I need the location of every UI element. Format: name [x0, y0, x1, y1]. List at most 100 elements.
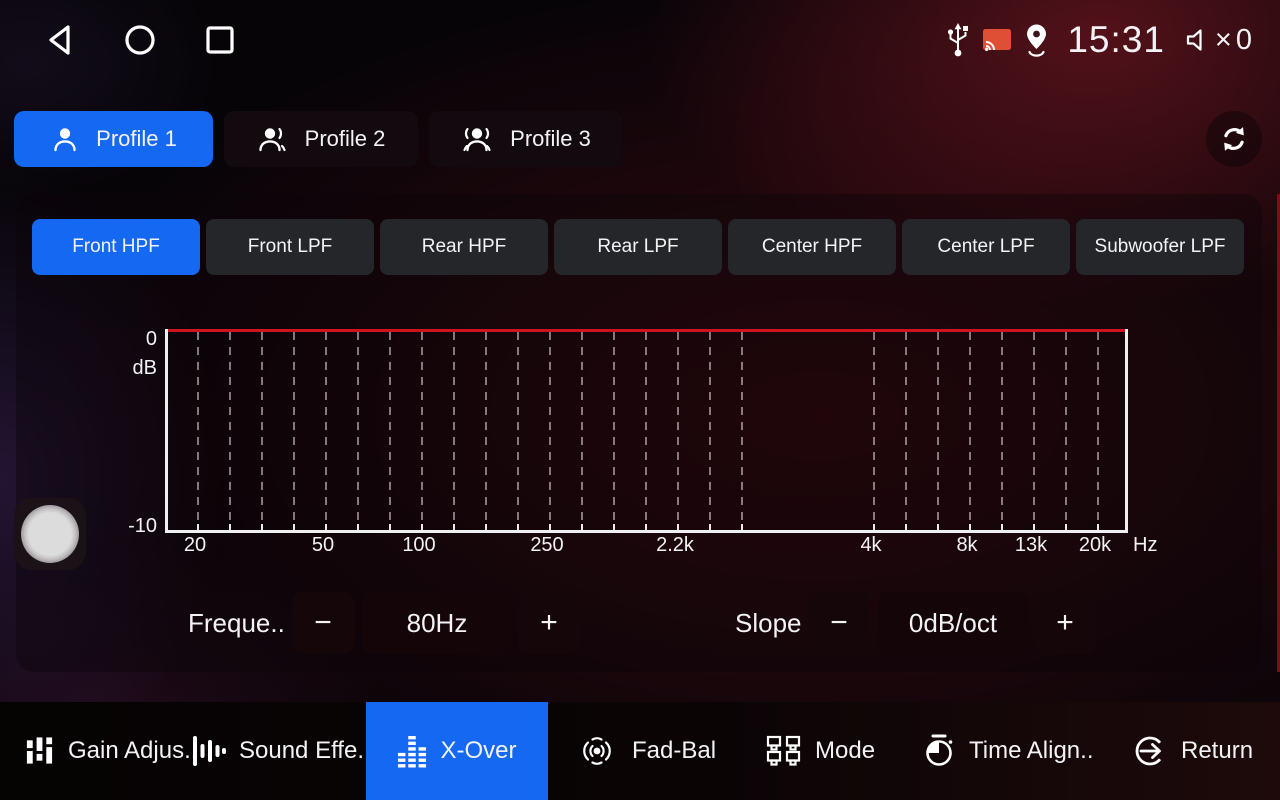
stopwatch-icon	[926, 734, 953, 766]
nav-gain-adjust[interactable]: Gain Adjus..	[24, 702, 197, 800]
volume-muted-indicator: × 0	[1184, 24, 1252, 57]
tab-rear-lpf[interactable]: Rear LPF	[554, 219, 722, 275]
slope-label: Slope	[735, 607, 802, 638]
volume-muted-icon	[1186, 29, 1202, 51]
x-tick-label: 100	[402, 534, 436, 556]
axis-tick	[937, 524, 939, 530]
user-icon	[54, 128, 76, 152]
axis-tick	[325, 524, 327, 530]
fader-balance-icon	[583, 737, 611, 765]
plot-area[interactable]	[165, 329, 1128, 533]
gridline	[293, 332, 295, 528]
tab-label: Rear LPF	[597, 236, 679, 257]
gridline	[969, 332, 971, 528]
axis-tick	[453, 524, 455, 530]
gridline	[873, 332, 875, 528]
axis-tick	[709, 524, 711, 530]
return-icon	[1135, 736, 1165, 766]
axis-tick	[357, 524, 359, 530]
x-tick-label: 250	[530, 534, 564, 556]
gridline	[485, 332, 487, 528]
nav-mode[interactable]: Mode	[766, 702, 875, 800]
home-icon[interactable]	[100, 23, 180, 57]
tab-subwoofer-lpf[interactable]: Subwoofer LPF	[1076, 219, 1244, 275]
usb-icon	[945, 22, 971, 58]
gridline	[549, 332, 551, 528]
gridline	[197, 332, 199, 528]
tab-label: Rear HPF	[421, 236, 507, 257]
frequency-plus-button[interactable]: +	[518, 592, 580, 654]
profile-3-label: Profile 3	[510, 126, 591, 151]
nav-return[interactable]: Return	[1132, 702, 1253, 800]
tab-label: Center LPF	[937, 236, 1035, 257]
floating-knob-button[interactable]	[14, 498, 86, 570]
x-tick-label: 50	[311, 534, 335, 556]
slope-minus-button[interactable]: −	[808, 592, 870, 654]
gridline	[709, 332, 711, 528]
nav-fad-bal[interactable]: Fad-Bal	[575, 702, 716, 800]
profile-1-button[interactable]: Profile 1	[14, 111, 213, 167]
axis-tick	[549, 524, 551, 530]
gridline	[421, 332, 423, 528]
axis-tick	[229, 524, 231, 530]
tab-label: Center HPF	[761, 236, 863, 257]
status-bar: 15:31 × 0	[0, 0, 1280, 80]
sound-effect-icon	[193, 736, 226, 766]
slope-plus-button[interactable]: +	[1034, 592, 1096, 654]
x-axis-unit: Hz	[1133, 534, 1158, 556]
tab-label: Subwoofer LPF	[1094, 236, 1226, 257]
gridline	[1065, 332, 1067, 528]
gain-adjust-icon	[26, 737, 53, 764]
x-tick-label: 20k	[1078, 534, 1112, 556]
gridline	[1001, 332, 1003, 528]
x-tick-label: 2.2k	[656, 534, 694, 556]
gridline	[453, 332, 455, 528]
y-axis-label-min: -10	[128, 515, 157, 537]
axis-tick	[741, 524, 743, 530]
nav-label: Time Align..	[969, 737, 1094, 764]
gridline	[325, 332, 327, 528]
nav-label: Fad-Bal	[632, 737, 717, 764]
axis-tick	[581, 524, 583, 530]
volume-mute-mark: ×	[1214, 23, 1232, 56]
axis-tick	[969, 524, 971, 530]
back-icon[interactable]	[20, 23, 100, 57]
nav-sound-effect[interactable]: Sound Effe..	[192, 702, 371, 800]
x-tick-label: 4k	[860, 534, 882, 556]
android-nav-keys	[0, 0, 260, 80]
tab-center-hpf[interactable]: Center HPF	[728, 219, 896, 275]
gridline	[905, 332, 907, 528]
gridline	[937, 332, 939, 528]
x-tick-label: 8k	[956, 534, 978, 556]
profile-1-label: Profile 1	[96, 126, 177, 151]
gridline	[517, 332, 519, 528]
tab-front-lpf[interactable]: Front LPF	[206, 219, 374, 275]
axis-tick	[293, 524, 295, 530]
profile-3-button[interactable]: Profile 3	[429, 111, 622, 167]
reset-sync-button[interactable]	[1206, 111, 1262, 167]
axis-tick	[1033, 524, 1035, 530]
profile-2-button[interactable]: Profile 2	[224, 111, 418, 167]
axis-tick	[677, 524, 679, 530]
nav-label: Sound Effe..	[239, 737, 371, 764]
tab-front-hpf[interactable]: Front HPF	[32, 219, 200, 275]
axis-tick	[421, 524, 423, 530]
frequency-value: 80Hz	[362, 592, 512, 654]
frequency-minus-button[interactable]: −	[292, 592, 354, 654]
axis-tick	[517, 524, 519, 530]
axis-tick	[485, 524, 487, 530]
gridline	[1033, 332, 1035, 528]
tab-rear-hpf[interactable]: Rear HPF	[380, 219, 548, 275]
nav-xover[interactable]: X-Over	[366, 702, 548, 800]
user-2-icon	[258, 127, 286, 152]
gridline	[645, 332, 647, 528]
gridline	[581, 332, 583, 528]
x-tick-label: 20	[183, 534, 207, 556]
gridline	[261, 332, 263, 528]
frequency-label: Freque..	[188, 607, 285, 638]
filter-tabs: Front HPF Front LPF Rear HPF Rear LPF Ce…	[32, 219, 1244, 275]
nav-time-align[interactable]: Time Align..	[922, 702, 1094, 800]
status-icons: 15:31 × 0	[945, 0, 1252, 80]
recents-icon[interactable]	[180, 24, 260, 56]
tab-center-lpf[interactable]: Center LPF	[902, 219, 1070, 275]
